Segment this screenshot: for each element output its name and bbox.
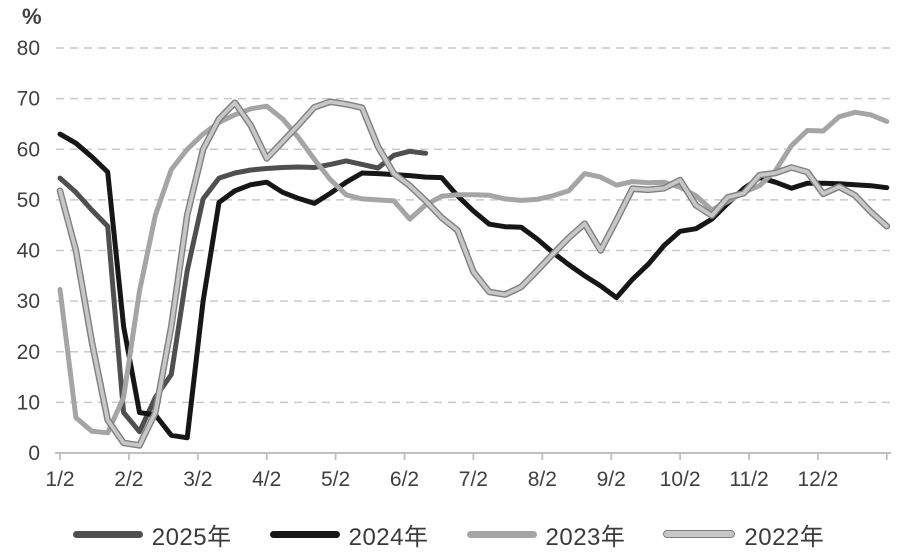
legend-swatch-2024年 [269,530,340,538]
y-tick-label-10: 10 [17,391,40,414]
y-tick-label-30: 30 [17,290,40,313]
legend-label-2024年: 2024年 [348,523,429,551]
x-tick-label-6/2: 6/2 [390,468,419,491]
x-tick-label-2/2: 2/2 [114,468,143,491]
legend-swatch-2022年 [663,530,736,538]
plot-area: 1/2 2/2 3/2 4/2 5/2 6/2 7/2 8/2 9/2 10/2 11/2 12/2 0… [17,4,891,491]
x-tick-label-7/2: 7/2 [459,468,488,491]
legend-item-2022年: 2022年 [663,517,824,552]
legend-item-2023年: 2023年 [466,517,626,552]
series-line-2022年 [58,99,889,448]
y-tick-label-50: 50 [17,189,40,212]
x-tick-label-3/2: 3/2 [183,468,212,491]
legend-label-2025年: 2025年 [151,523,232,551]
y-axis-unit-label: % [22,4,42,29]
x-tick-label-4/2: 4/2 [252,468,281,491]
x-tick-label-8/2: 8/2 [528,468,557,491]
legend-item-2024年: 2024年 [269,517,429,552]
y-tick-label-20: 20 [17,341,40,364]
series-line-2025年 [57,148,429,435]
chart-legend: 2025年 2024年 2023年 2022年 [0,514,897,554]
x-tick-label-11/2: 11/2 [729,468,768,491]
y-tick-label-70: 70 [17,88,40,111]
legend-item-2025年: 2025年 [72,517,232,552]
y-tick-label-0: 0 [28,442,40,465]
legend-label-2022年: 2022年 [744,523,825,551]
legend-swatch-2025年 [72,530,143,538]
x-tick-label-9/2: 9/2 [597,468,626,491]
legend-swatch-2023年 [466,530,537,538]
legend-label-2023年: 2023年 [545,523,626,551]
y-tick-label-80: 80 [17,37,40,60]
y-tick-label-40: 40 [17,240,40,263]
x-tick-label-10/2: 10/2 [660,468,701,491]
x-tick-label-12/2: 12/2 [797,468,838,491]
x-tick-label-5/2: 5/2 [321,468,350,491]
x-tick-label-1/2: 1/2 [45,468,74,491]
y-tick-label-60: 60 [17,138,40,161]
